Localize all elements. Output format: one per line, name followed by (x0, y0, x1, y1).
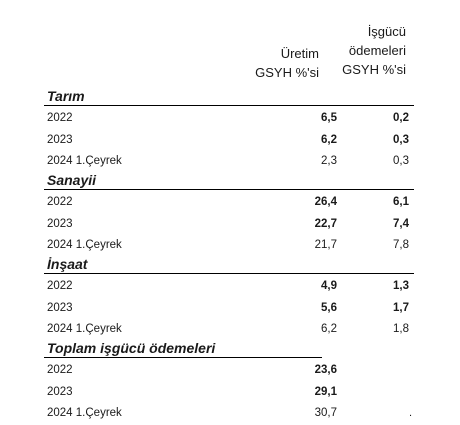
section-title-total-labor-payments: Toplam işgücü ödemeleri (47, 340, 216, 356)
table-row: 2023 22,7 7,4 (44, 214, 412, 234)
footer-dot: . (409, 407, 413, 419)
row-production-value: 30,7 (314, 407, 337, 419)
row-labor-value: 0,3 (393, 155, 409, 167)
section-rule (44, 273, 414, 274)
table-row: 2023 5,6 1,7 (44, 298, 412, 318)
column-header-line: GSYH %'si (255, 65, 319, 80)
table-row: 2024 1.Çeyrek 21,7 7,8 (44, 235, 412, 255)
row-production-value: 26,4 (314, 196, 337, 208)
row-production-value: 23,6 (314, 364, 337, 376)
row-labor-value: 1,8 (393, 323, 409, 335)
row-production-value: 4,9 (321, 280, 337, 292)
table-row: 2024 1.Çeyrek 2,3 0,3 (44, 151, 412, 171)
row-period: 2023 (47, 134, 73, 146)
row-production-value: 5,6 (321, 302, 337, 314)
table-row: 2023 29,1 (44, 382, 412, 402)
column-header-line: GSYH %'si (342, 62, 406, 77)
row-period: 2022 (47, 112, 73, 124)
row-labor-value: 7,4 (393, 218, 409, 230)
table-row: 2023 6,2 0,3 (44, 130, 412, 150)
column-header-production-gdp: Üretim GSYH %'si (255, 44, 319, 82)
row-labor-value: 6,1 (393, 196, 409, 208)
section-title-agriculture: Tarım (47, 88, 85, 104)
row-labor-value: 7,8 (393, 239, 409, 251)
section-rule (44, 105, 414, 106)
row-production-value: 22,7 (314, 218, 337, 230)
row-period: 2024 1.Çeyrek (47, 323, 122, 335)
section-rule (44, 357, 322, 358)
column-header-labor-payments-gdp: İşgücü ödemeleri GSYH %'si (342, 22, 406, 79)
row-production-value: 6,2 (321, 134, 337, 146)
table-row: 2022 23,6 (44, 360, 412, 380)
row-production-value: 2,3 (321, 155, 337, 167)
column-header-line: ödemeleri (348, 43, 406, 58)
table-row: 2024 1.Çeyrek 30,7 (44, 403, 412, 423)
table-row: 2024 1.Çeyrek 6,2 1,8 (44, 319, 412, 339)
row-period: 2023 (47, 218, 73, 230)
row-period: 2024 1.Çeyrek (47, 239, 122, 251)
section-title-industry: Sanayii (47, 172, 97, 188)
row-period: 2024 1.Çeyrek (47, 155, 122, 167)
section-rule (44, 189, 414, 190)
row-labor-value: 1,7 (393, 302, 409, 314)
column-header-line: İşgücü (367, 24, 406, 39)
row-period: 2023 (47, 302, 73, 314)
row-period: 2022 (47, 280, 73, 292)
table-row: 2022 26,4 6,1 (44, 192, 412, 212)
row-period: 2024 1.Çeyrek (47, 407, 122, 419)
row-production-value: 6,2 (321, 323, 337, 335)
row-labor-value: 0,3 (393, 134, 409, 146)
row-production-value: 6,5 (321, 112, 337, 124)
row-production-value: 29,1 (314, 386, 337, 398)
section-title-construction: İnşaat (47, 256, 88, 272)
row-production-value: 21,7 (314, 239, 337, 251)
row-period: 2022 (47, 364, 73, 376)
row-period: 2022 (47, 196, 73, 208)
row-period: 2023 (47, 386, 73, 398)
row-labor-value: 1,3 (393, 280, 409, 292)
table-row: 2022 6,5 0,2 (44, 108, 412, 128)
table-row: 2022 4,9 1,3 (44, 276, 412, 296)
column-header-line: Üretim (280, 46, 319, 61)
row-labor-value: 0,2 (393, 112, 409, 124)
